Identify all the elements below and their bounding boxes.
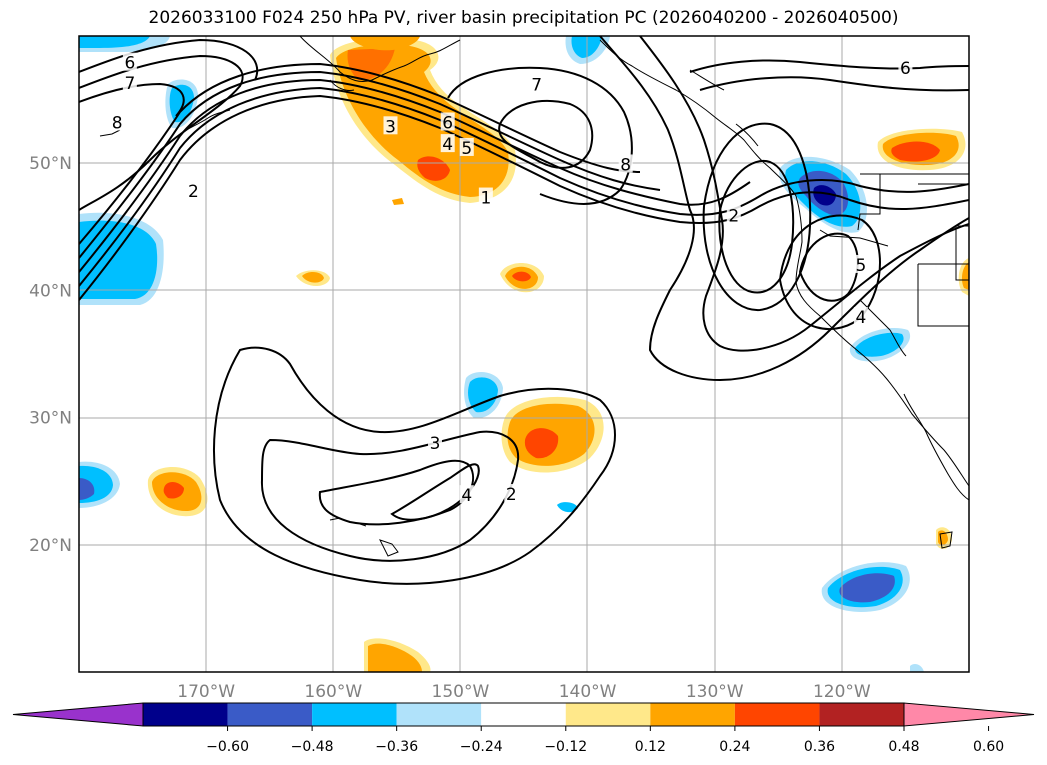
precipitation-shading bbox=[79, 36, 969, 672]
contour-label-bg bbox=[504, 483, 519, 502]
contour-label: 6 bbox=[900, 59, 911, 79]
colorbar-tick-label: 0.24 bbox=[719, 739, 750, 755]
contour-label: 5 bbox=[856, 256, 867, 276]
colorbar-tick-label: 0.60 bbox=[973, 739, 1004, 755]
contour-label: 3 bbox=[385, 117, 396, 137]
contour-label-bg bbox=[726, 205, 741, 224]
contour-label-bg bbox=[898, 57, 913, 76]
colorbar-tick-label: 0.12 bbox=[635, 739, 666, 755]
contour-label: 3 bbox=[430, 434, 441, 454]
coastlines bbox=[99, 36, 969, 557]
colorbar-tick-label: 0.48 bbox=[888, 739, 919, 755]
contour-label: 2 bbox=[728, 206, 739, 226]
contour-label: 4 bbox=[442, 135, 453, 155]
colorbar-segment bbox=[650, 703, 735, 726]
contour-label: 4 bbox=[856, 308, 867, 328]
contour-label: 7 bbox=[531, 75, 542, 95]
contour-label-bg bbox=[459, 137, 474, 156]
colorbar-segment bbox=[396, 703, 482, 726]
graticule bbox=[79, 36, 969, 672]
contour-label: 2 bbox=[188, 182, 199, 202]
contour-label-bg bbox=[122, 73, 137, 92]
contour-label: 4 bbox=[461, 486, 472, 506]
contour-label-bg bbox=[383, 116, 398, 135]
contour-label: 1 bbox=[480, 189, 491, 209]
lon-label: 140°W bbox=[559, 682, 617, 702]
colorbar-tick-label: −0.12 bbox=[544, 739, 587, 755]
colorbar-extension-low bbox=[12, 702, 144, 727]
lon-label: 130°W bbox=[686, 682, 744, 702]
lon-label: 160°W bbox=[304, 682, 362, 702]
lon-label: 120°W bbox=[813, 682, 871, 702]
contour-label-bg bbox=[853, 307, 868, 326]
contour-label: 6 bbox=[124, 54, 135, 74]
contour-label: 8 bbox=[620, 155, 631, 175]
longitude-labels: 170°W 160°W 150°W 140°W 130°W 120°W bbox=[177, 682, 871, 702]
contour-label-bg bbox=[110, 112, 125, 131]
contour-label-bg bbox=[428, 433, 442, 452]
colorbar-segment bbox=[481, 703, 566, 726]
map-title: 2026033100 F024 250 hPa PV, river basin … bbox=[148, 8, 899, 28]
contour-label-bg bbox=[122, 52, 137, 71]
contour-label: 5 bbox=[461, 139, 472, 159]
contour-label-bg bbox=[618, 154, 633, 173]
colorbar-tick-label: 0.36 bbox=[804, 739, 835, 755]
map-frame bbox=[78, 35, 970, 673]
contour-label: 7 bbox=[124, 74, 135, 94]
contour-label-bg bbox=[440, 134, 455, 153]
colorbar-tick-label: −0.36 bbox=[375, 739, 418, 755]
colorbar-segment bbox=[565, 703, 651, 726]
contour-label: 8 bbox=[112, 113, 123, 133]
lon-label: 150°W bbox=[432, 682, 490, 702]
pv-contours bbox=[79, 36, 969, 585]
colorbar: −0.60 −0.48 −0.36 −0.24 −0.12 0.12 0.24 0.36 0.4… bbox=[12, 702, 1035, 755]
lat-label: 20°N bbox=[29, 536, 72, 556]
contour-label-bg bbox=[440, 112, 455, 131]
colorbar-segment bbox=[227, 703, 313, 726]
contour-label-bg bbox=[459, 485, 474, 504]
contour-label-bg bbox=[478, 187, 493, 206]
colorbar-segment bbox=[734, 703, 820, 726]
contour-label-bg bbox=[529, 74, 544, 93]
latitude-labels: 50°N 40°N 30°N 20°N bbox=[29, 154, 72, 556]
lat-label: 50°N bbox=[29, 154, 72, 174]
colorbar-tick-label: −0.60 bbox=[206, 739, 249, 755]
colorbar-segment bbox=[819, 703, 904, 726]
lat-label: 40°N bbox=[29, 281, 72, 301]
lon-label: 170°W bbox=[177, 682, 235, 702]
colorbar-outline bbox=[142, 702, 905, 727]
contour-label-bg bbox=[853, 254, 868, 273]
colorbar-tick-label: −0.48 bbox=[291, 739, 334, 755]
colorbar-segment bbox=[143, 703, 228, 726]
contour-label: 6 bbox=[442, 113, 453, 133]
colorbar-extension-high bbox=[903, 702, 1035, 727]
lat-label: 30°N bbox=[29, 409, 72, 429]
colorbar-segment bbox=[312, 703, 397, 726]
contour-label: 2 bbox=[506, 485, 517, 505]
contour-label-bg bbox=[186, 181, 201, 200]
colorbar-tick-label: −0.24 bbox=[460, 739, 503, 755]
